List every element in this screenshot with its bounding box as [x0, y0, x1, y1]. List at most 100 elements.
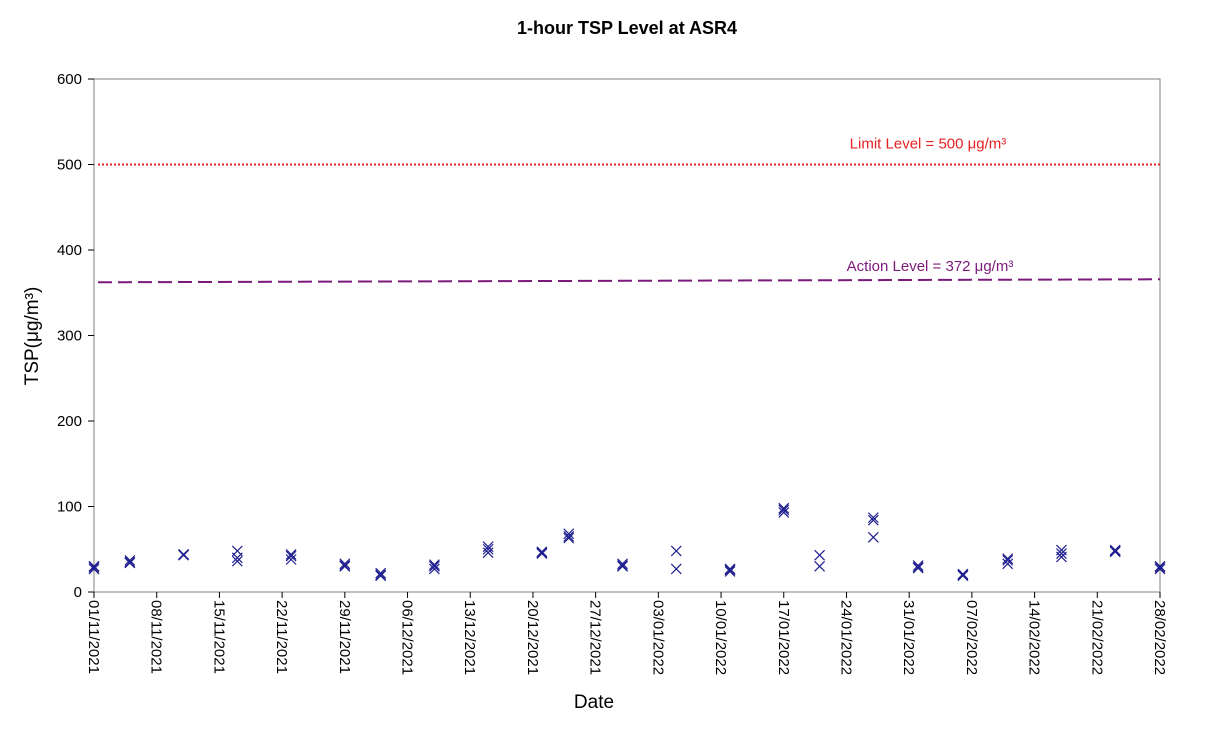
data-point [778, 507, 790, 518]
y-tick-label: 0 [74, 584, 82, 601]
data-point [1056, 548, 1067, 559]
y-tick-label: 200 [57, 413, 82, 430]
data-point [124, 557, 136, 569]
data-point [617, 560, 628, 571]
data-point [428, 563, 440, 575]
data-point [375, 570, 387, 582]
data-point [339, 560, 351, 571]
data-point [912, 561, 924, 573]
data-point [124, 556, 136, 568]
limit-level-label: Limit Level = 500 μg/m³ [850, 136, 1007, 153]
x-tick-label: 15/11/2021 [210, 600, 227, 674]
x-axis-label: Date [574, 692, 614, 713]
x-tick-label: 29/11/2021 [336, 600, 353, 674]
data-point [670, 545, 682, 557]
data-point [375, 567, 387, 579]
data-point [231, 552, 243, 564]
x-tick-label: 31/01/2022 [900, 600, 917, 675]
x-axis: 01/11/2021 08/11/2021 15/11/2021 22/11/2021… [85, 592, 1168, 675]
data-point [867, 514, 879, 526]
data-point [1154, 560, 1166, 572]
data-point [285, 550, 297, 562]
data-point [482, 543, 494, 555]
reference-lines: Limit Level = 500 μg/m³ Action Level = 37… [97, 136, 1161, 284]
x-tick-label: 13/12/2021 [461, 600, 478, 675]
data-point [124, 554, 136, 566]
data-point [867, 512, 879, 524]
data-point [88, 561, 100, 573]
data-point [285, 548, 297, 560]
data-point [1109, 546, 1121, 558]
data-point [88, 560, 100, 572]
y-tick-label: 400 [57, 242, 82, 259]
data-point [536, 547, 548, 559]
data-point [957, 569, 969, 581]
data-point [957, 568, 969, 580]
x-tick-label: 01/11/2021 [85, 600, 102, 674]
x-tick-label: 21/02/2022 [1088, 600, 1105, 675]
data-point [617, 560, 628, 572]
data-point [778, 502, 790, 514]
data-point [670, 563, 682, 575]
y-axis-label: TSP(μg/m³) [22, 287, 43, 386]
data-point [428, 560, 440, 572]
data-point [1056, 551, 1067, 563]
action-level-line [97, 278, 1161, 284]
x-tick-label: 27/12/2021 [587, 600, 604, 675]
data-point [867, 531, 879, 543]
x-tick-label: 03/01/2022 [649, 600, 666, 675]
x-tick-label: 07/02/2022 [963, 600, 980, 675]
data-point [1002, 558, 1014, 570]
x-tick-label: 08/11/2021 [148, 600, 165, 674]
data-point [285, 554, 297, 565]
chart-title: 1-hour TSP Level at ASR4 [517, 18, 737, 38]
data-point [178, 548, 190, 560]
x-tick-label: 24/01/2022 [837, 600, 854, 675]
x-tick-label: 06/12/2021 [399, 600, 416, 675]
data-point [231, 555, 243, 567]
data-point [563, 532, 575, 544]
data-point [912, 560, 924, 571]
data-point [957, 570, 969, 582]
x-tick-label: 14/02/2022 [1026, 600, 1043, 675]
y-tick-label: 300 [57, 328, 82, 345]
data-point [1154, 563, 1166, 575]
plot-area [93, 78, 1161, 593]
data-point [88, 563, 100, 575]
data-point [1002, 553, 1014, 565]
y-tick-label: 500 [57, 157, 82, 174]
y-axis: 0 100 200 300 400 500 600 [57, 71, 94, 601]
data-point [724, 566, 736, 577]
data-point [814, 560, 826, 572]
data-point [482, 547, 494, 559]
data-point [617, 558, 628, 570]
data-point [339, 560, 351, 572]
data-point [339, 558, 351, 570]
data-point [563, 528, 575, 540]
data-points [88, 502, 1166, 582]
y-tick-label: 600 [57, 71, 82, 88]
data-point [1109, 545, 1121, 557]
data-point [178, 549, 190, 561]
data-point [724, 563, 736, 575]
data-point [814, 549, 826, 561]
data-point [563, 531, 575, 542]
x-tick-label: 20/12/2021 [524, 600, 541, 675]
data-point [724, 564, 736, 576]
data-point [912, 562, 924, 574]
x-tick-label: 17/01/2022 [775, 600, 792, 675]
data-point [1002, 554, 1014, 566]
data-point [482, 541, 494, 553]
x-tick-label: 10/01/2022 [712, 600, 729, 675]
data-point [375, 569, 387, 581]
action-level-label: Action Level = 372 μg/m³ [847, 258, 1014, 275]
data-point [428, 559, 440, 571]
data-point [1154, 561, 1166, 573]
data-point [536, 546, 548, 558]
data-point [778, 504, 790, 516]
x-tick-label: 28/02/2022 [1151, 600, 1168, 675]
data-point [1109, 544, 1121, 556]
x-tick-label: 22/11/2021 [273, 600, 290, 674]
y-tick-label: 100 [57, 499, 82, 516]
